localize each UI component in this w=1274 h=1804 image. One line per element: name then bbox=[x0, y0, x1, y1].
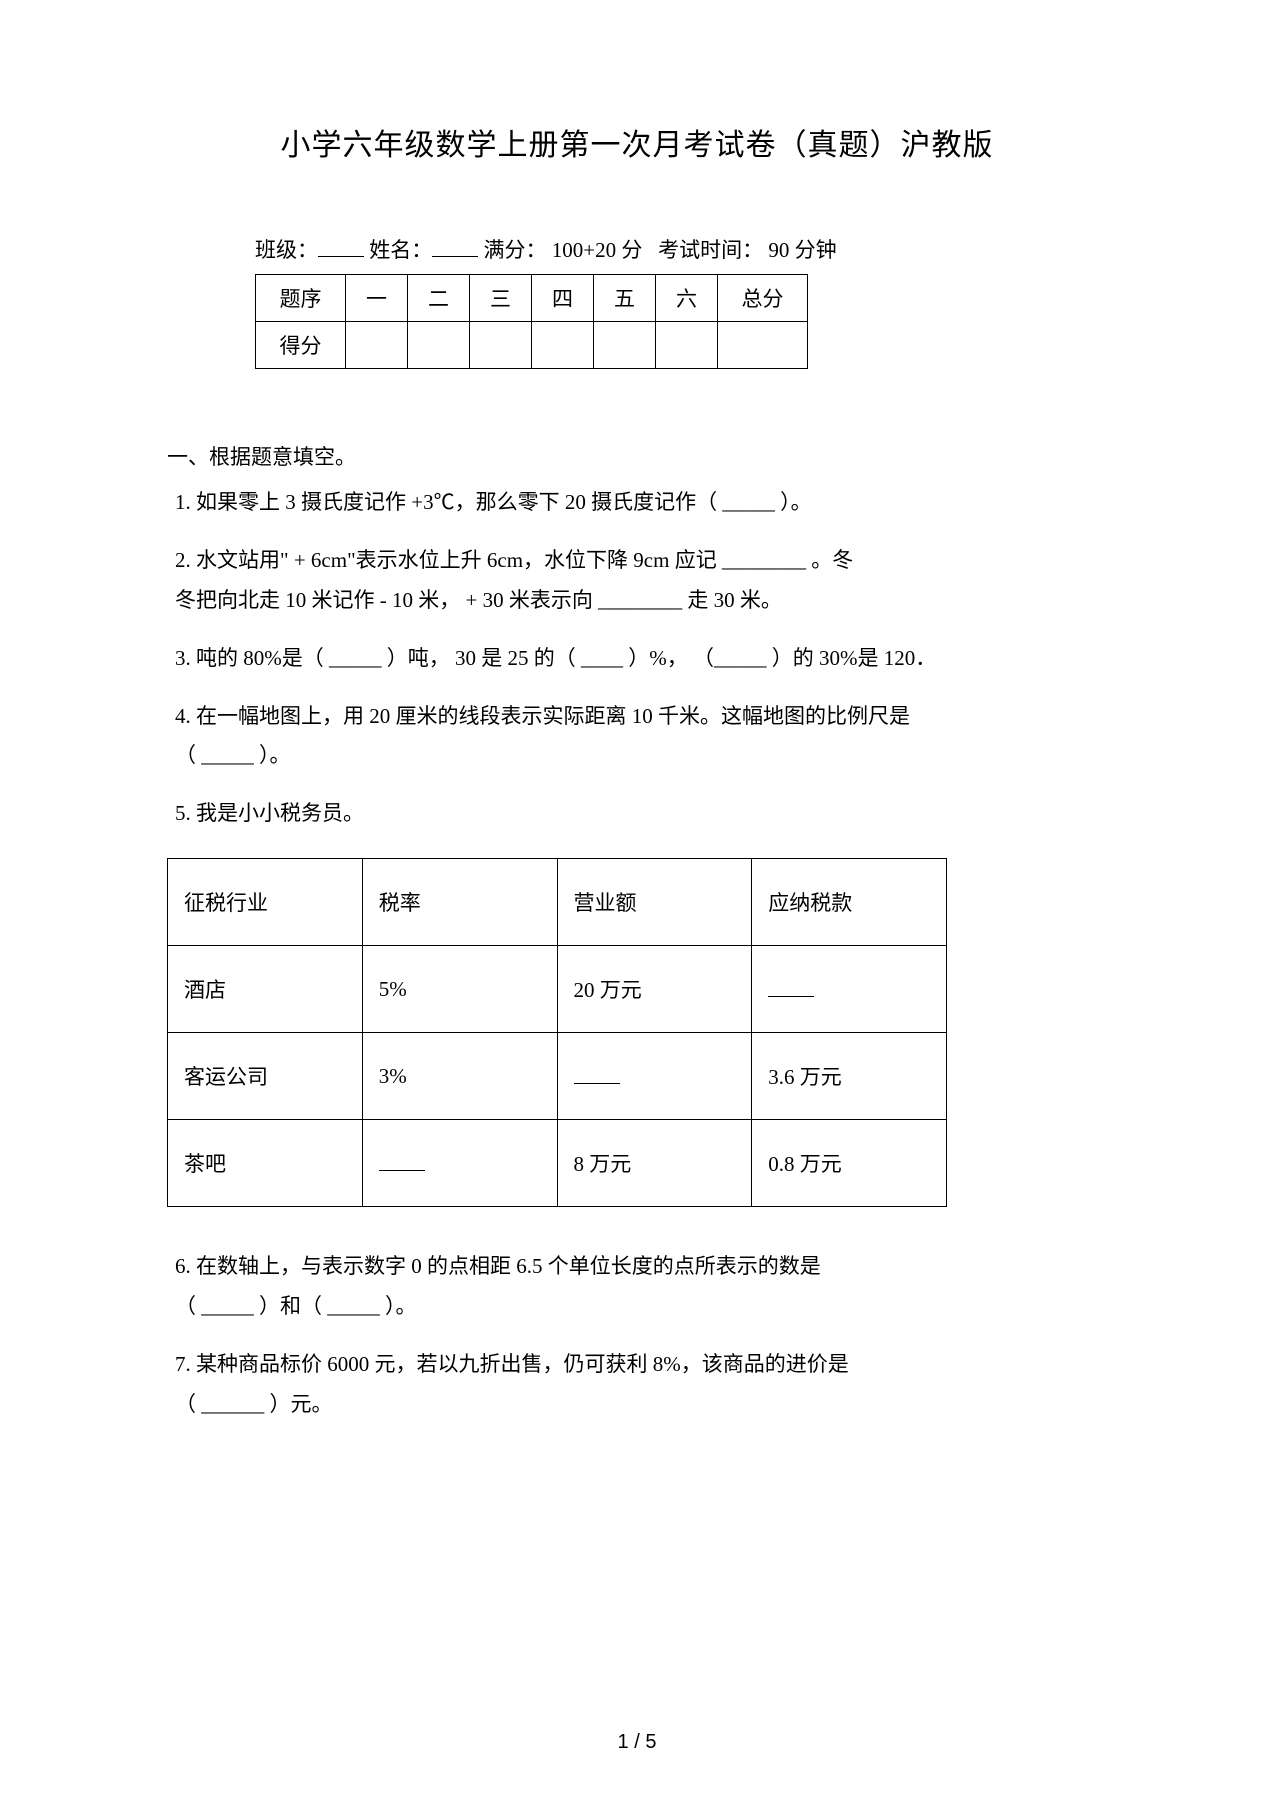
exam-title: 小学六年级数学上册第一次月考试卷（真题）沪教版 bbox=[175, 120, 1099, 164]
tax-row-3: 茶吧 8 万元 0.8 万元 bbox=[168, 1120, 947, 1207]
tax-cell: 0.8 万元 bbox=[752, 1120, 947, 1207]
tax-h4: 应纳税款 bbox=[752, 859, 947, 946]
name-blank bbox=[432, 236, 478, 257]
q4-line-b: （ _____ ）。 bbox=[175, 743, 291, 767]
score-col-6: 六 bbox=[656, 275, 718, 322]
score-table-score-row: 得分 bbox=[256, 322, 808, 369]
score-header-seq: 题序 bbox=[256, 275, 346, 322]
q7-line-a: 7. 某种商品标价 6000 元，若以九折出售，仍可获利 8%，该商品的进价是 bbox=[175, 1352, 849, 1376]
question-6: 6. 在数轴上，与表示数字 0 的点相距 6.5 个单位长度的点所表示的数是 （… bbox=[175, 1247, 1099, 1327]
exam-info-line: 班级： 姓名： 满分： 100+20 分 考试时间： 90 分钟 bbox=[255, 234, 1099, 264]
q6-line-a: 6. 在数轴上，与表示数字 0 的点相距 6.5 个单位长度的点所表示的数是 bbox=[175, 1254, 821, 1278]
q7-line-b: （ ______ ）元。 bbox=[175, 1392, 333, 1416]
question-7: 7. 某种商品标价 6000 元，若以九折出售，仍可获利 8%，该商品的进价是 … bbox=[175, 1345, 1099, 1425]
q2-line-b: 冬把向北走 10 米记作 - 10 米， + 30 米表示向 ________ … bbox=[175, 588, 782, 612]
tax-header-row: 征税行业 税率 营业额 应纳税款 bbox=[168, 859, 947, 946]
tax-cell: 5% bbox=[362, 946, 557, 1033]
tax-cell-blank bbox=[557, 1033, 752, 1120]
tax-cell: 20 万元 bbox=[557, 946, 752, 1033]
score-cell bbox=[532, 322, 594, 369]
score-col-5: 五 bbox=[594, 275, 656, 322]
tax-h2: 税率 bbox=[362, 859, 557, 946]
section-1-heading: 一、根据题意填空。 bbox=[167, 441, 1099, 471]
question-3: 3. 吨的 80%是（ _____ ）吨， 30 是 25 的（ ____ ）%… bbox=[175, 639, 1099, 679]
score-col-2: 二 bbox=[408, 275, 470, 322]
class-blank bbox=[318, 236, 364, 257]
q2-line-a: 2. 水文站用" + 6cm"表示水位上升 6cm，水位下降 9cm 应记 __… bbox=[175, 548, 853, 572]
score-col-4: 四 bbox=[532, 275, 594, 322]
question-4: 4. 在一幅地图上，用 20 厘米的线段表示实际距离 10 千米。这幅地图的比例… bbox=[175, 697, 1099, 777]
score-label: 得分 bbox=[256, 322, 346, 369]
score-cell bbox=[408, 322, 470, 369]
fullscore-value: 100+20 分 bbox=[552, 238, 643, 262]
tax-h1: 征税行业 bbox=[168, 859, 363, 946]
question-1: 1. 如果零上 3 摄氏度记作 +3℃，那么零下 20 摄氏度记作（ _____… bbox=[175, 483, 1099, 523]
score-cell bbox=[346, 322, 408, 369]
score-total: 总分 bbox=[718, 275, 808, 322]
score-cell bbox=[594, 322, 656, 369]
score-col-1: 一 bbox=[346, 275, 408, 322]
tax-cell-blank bbox=[752, 946, 947, 1033]
q6-line-b: （ _____ ）和（ _____ ）。 bbox=[175, 1294, 417, 1318]
tax-row-1: 酒店 5% 20 万元 bbox=[168, 946, 947, 1033]
q4-line-a: 4. 在一幅地图上，用 20 厘米的线段表示实际距离 10 千米。这幅地图的比例… bbox=[175, 704, 910, 728]
page-number: 1 / 5 bbox=[0, 1731, 1274, 1754]
tax-h3: 营业额 bbox=[557, 859, 752, 946]
tax-cell: 酒店 bbox=[168, 946, 363, 1033]
score-cell bbox=[718, 322, 808, 369]
tax-cell: 3% bbox=[362, 1033, 557, 1120]
score-col-3: 三 bbox=[470, 275, 532, 322]
time-label: 考试时间： bbox=[658, 238, 763, 262]
tax-cell-blank bbox=[362, 1120, 557, 1207]
fullscore-label: 满分： bbox=[484, 238, 547, 262]
tax-table: 征税行业 税率 营业额 应纳税款 酒店 5% 20 万元 客运公司 3% 3.6… bbox=[167, 858, 947, 1207]
score-cell bbox=[656, 322, 718, 369]
tax-row-2: 客运公司 3% 3.6 万元 bbox=[168, 1033, 947, 1120]
score-table: 题序 一 二 三 四 五 六 总分 得分 bbox=[255, 274, 808, 369]
tax-cell: 8 万元 bbox=[557, 1120, 752, 1207]
tax-cell: 茶吧 bbox=[168, 1120, 363, 1207]
question-2: 2. 水文站用" + 6cm"表示水位上升 6cm，水位下降 9cm 应记 __… bbox=[175, 541, 1099, 621]
score-cell bbox=[470, 322, 532, 369]
class-label: 班级： bbox=[255, 238, 318, 262]
name-label: 姓名： bbox=[369, 238, 432, 262]
tax-cell: 3.6 万元 bbox=[752, 1033, 947, 1120]
tax-cell: 客运公司 bbox=[168, 1033, 363, 1120]
score-table-header-row: 题序 一 二 三 四 五 六 总分 bbox=[256, 275, 808, 322]
time-value: 90 分钟 bbox=[768, 238, 836, 262]
question-5: 5. 我是小小税务员。 bbox=[175, 794, 1099, 834]
